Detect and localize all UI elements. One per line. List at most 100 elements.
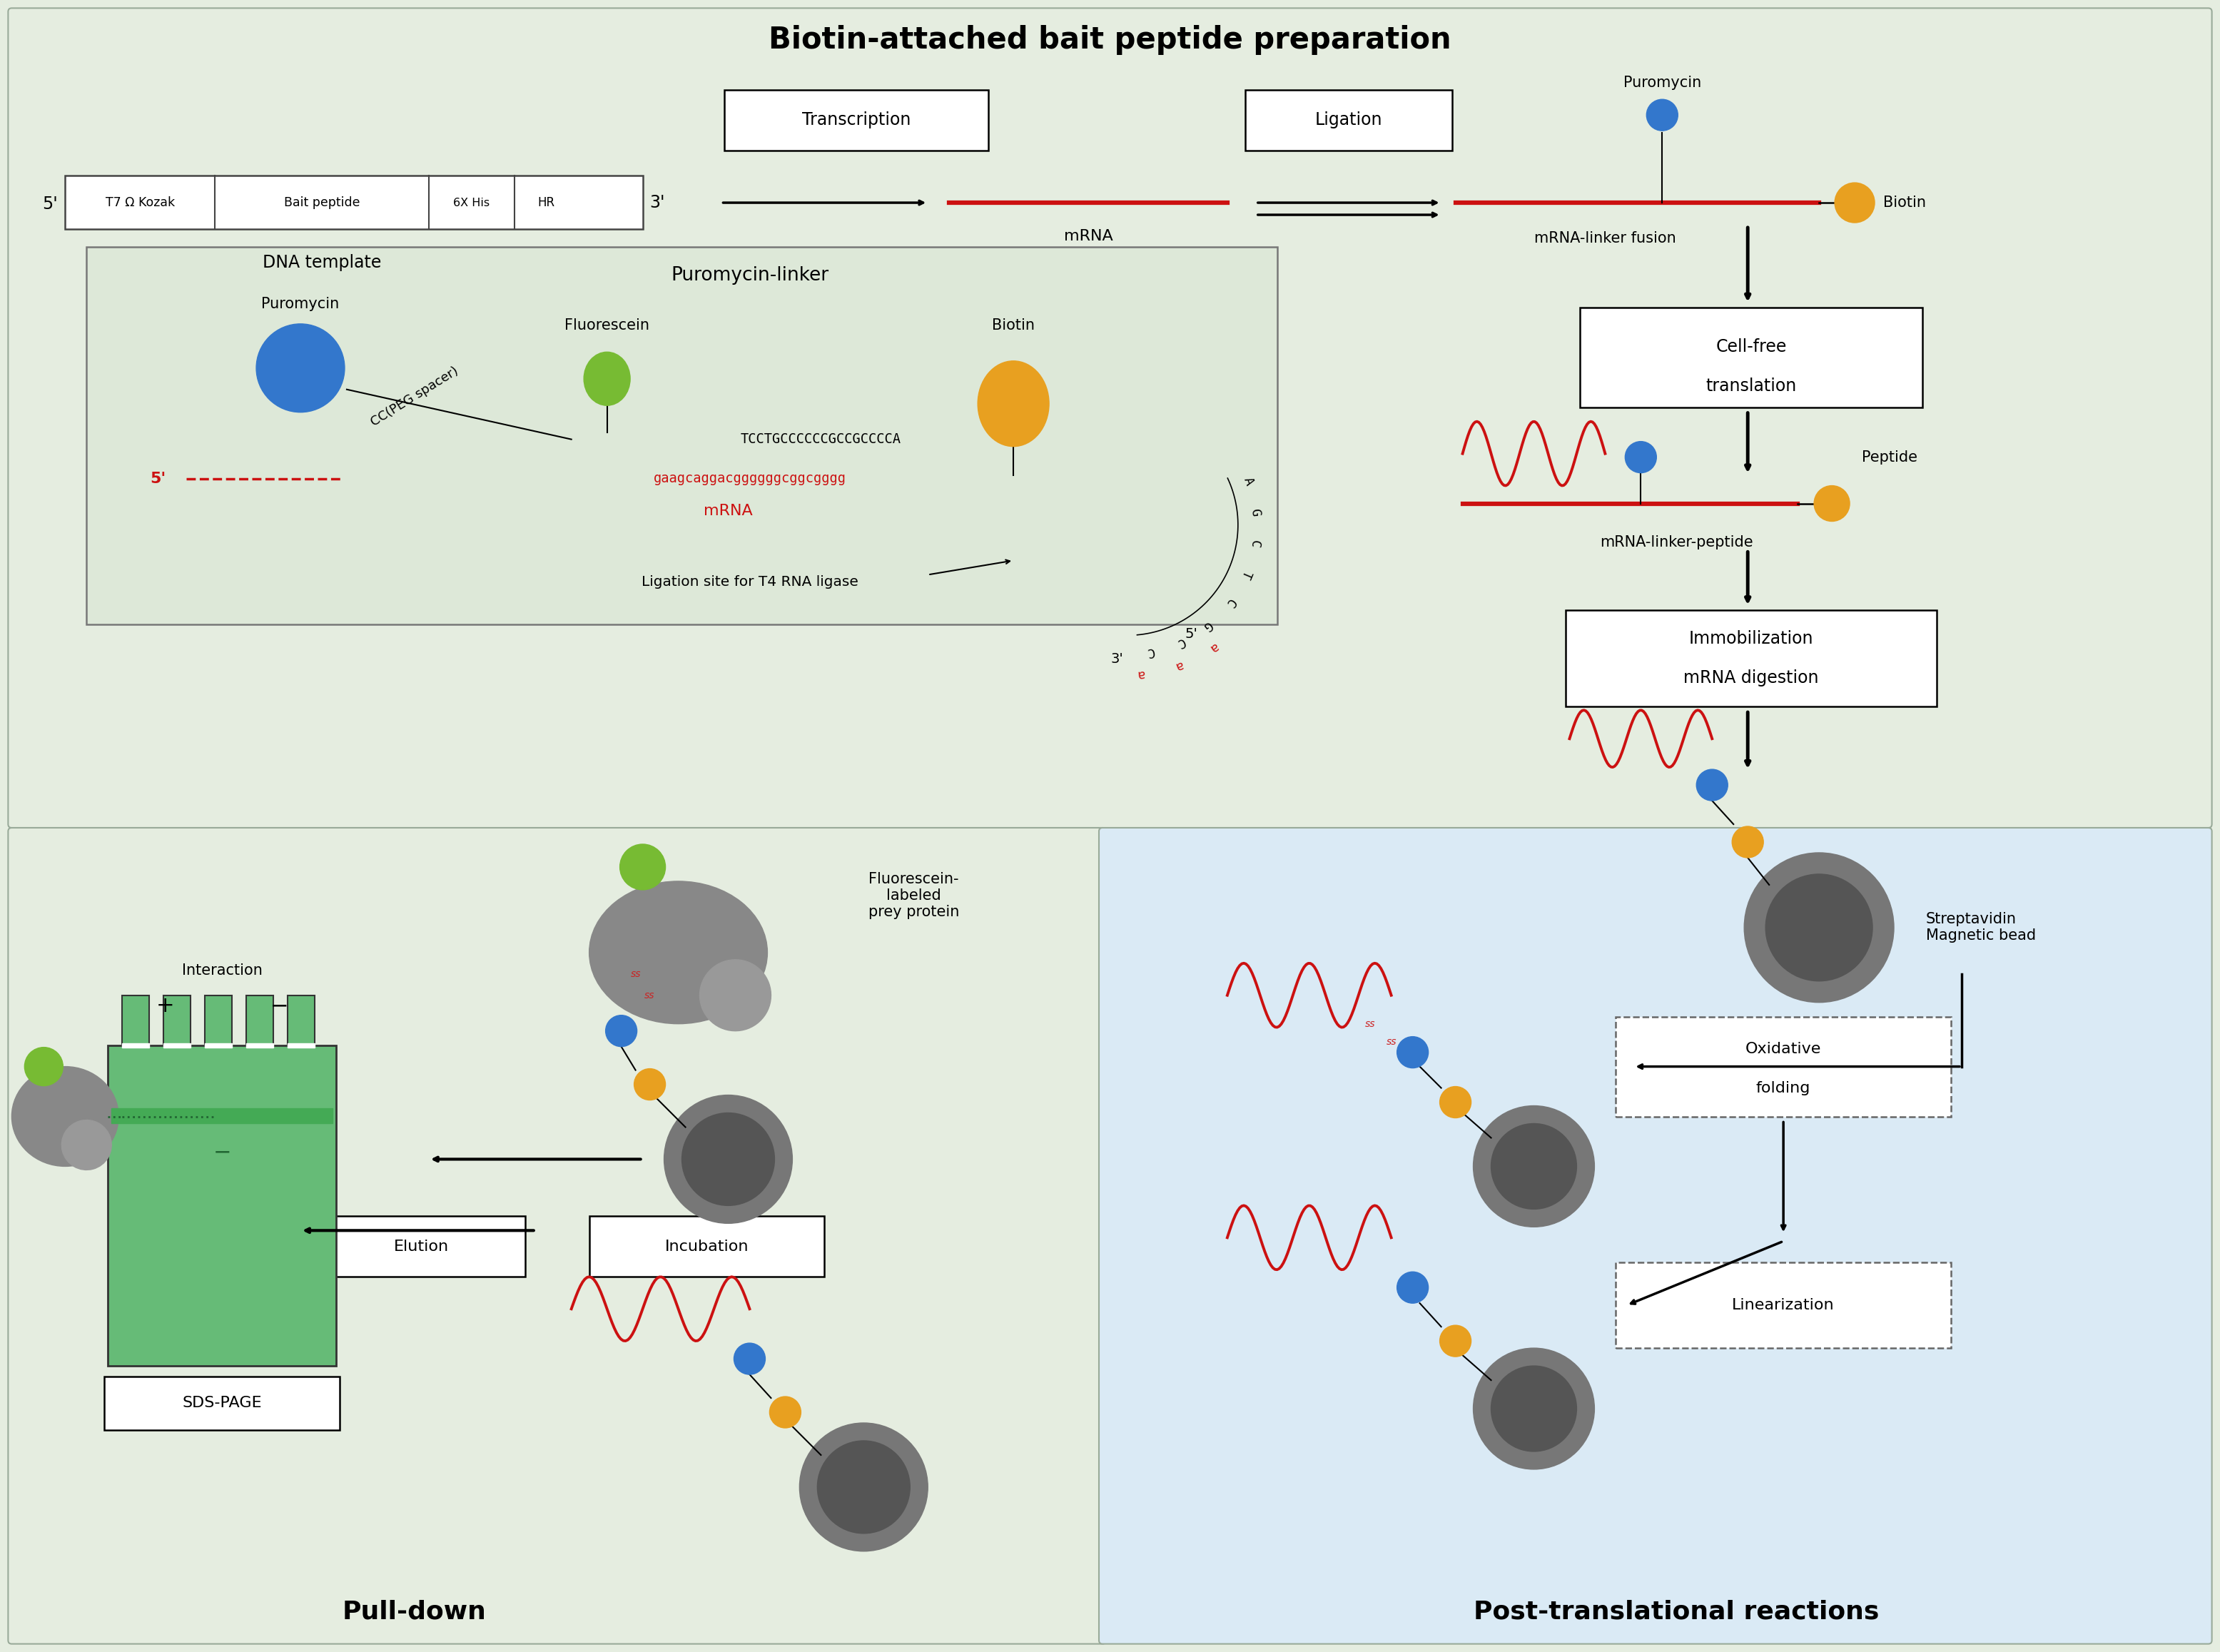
Text: −: − — [213, 1142, 231, 1163]
Text: G: G — [1248, 507, 1261, 517]
Text: Linearization: Linearization — [1732, 1298, 1834, 1312]
Text: A: A — [1241, 476, 1257, 487]
Text: Biotin: Biotin — [1883, 195, 1927, 210]
Text: C: C — [1146, 644, 1154, 657]
Text: T7 Ω Kozak: T7 Ω Kozak — [104, 197, 175, 210]
Polygon shape — [1103, 753, 1248, 824]
Bar — [122, 1042, 149, 1047]
Text: Puromycin-linker: Puromycin-linker — [670, 266, 828, 284]
Ellipse shape — [1474, 1105, 1594, 1227]
Text: Post-translational reactions: Post-translational reactions — [1474, 1599, 1880, 1624]
Text: Transcription: Transcription — [801, 111, 910, 129]
Ellipse shape — [62, 1120, 111, 1170]
Ellipse shape — [977, 360, 1050, 446]
Ellipse shape — [588, 881, 768, 1024]
Text: Ligation site for T4 RNA ligase: Ligation site for T4 RNA ligase — [642, 575, 857, 588]
FancyBboxPatch shape — [246, 995, 273, 1046]
Text: DNA template: DNA template — [262, 254, 382, 271]
Circle shape — [635, 1069, 666, 1100]
Text: ss: ss — [630, 970, 642, 980]
Text: folding: folding — [1756, 1080, 1812, 1095]
Text: ss: ss — [644, 990, 655, 999]
Text: Immobilization: Immobilization — [1689, 631, 1814, 648]
Circle shape — [1396, 1036, 1427, 1067]
Text: 3': 3' — [1110, 653, 1123, 666]
Ellipse shape — [1492, 1366, 1576, 1452]
Ellipse shape — [817, 1441, 910, 1533]
FancyBboxPatch shape — [1616, 1016, 1951, 1117]
Text: C: C — [1174, 634, 1185, 649]
Text: Puromycin: Puromycin — [262, 297, 340, 311]
Text: Streptavidin
Magnetic bead: Streptavidin Magnetic bead — [1927, 912, 2036, 943]
Text: 5': 5' — [1185, 628, 1199, 641]
Text: 5': 5' — [42, 195, 58, 213]
Text: 6X His: 6X His — [453, 197, 491, 208]
Text: TCCTGCCCCCCGCCGCCCCA: TCCTGCCCCCCGCCGCCCCA — [741, 433, 901, 446]
Text: Bait peptide: Bait peptide — [284, 197, 360, 210]
Bar — [204, 1042, 233, 1047]
FancyBboxPatch shape — [1581, 307, 1923, 408]
Text: mRNA-linker fusion: mRNA-linker fusion — [1534, 231, 1676, 246]
FancyBboxPatch shape — [724, 91, 988, 150]
Circle shape — [1696, 770, 1727, 801]
Text: SDS-PAGE: SDS-PAGE — [182, 1396, 262, 1411]
Text: Incubation: Incubation — [666, 1239, 748, 1254]
Text: 5': 5' — [151, 471, 166, 486]
Ellipse shape — [584, 352, 630, 405]
FancyBboxPatch shape — [164, 995, 191, 1046]
Text: C: C — [1223, 595, 1237, 610]
Text: Biotin-attached bait peptide preparation: Biotin-attached bait peptide preparation — [768, 25, 1452, 55]
Text: a: a — [1205, 639, 1221, 654]
Circle shape — [1396, 1272, 1427, 1303]
Circle shape — [735, 1343, 766, 1374]
Ellipse shape — [1765, 874, 1871, 981]
Text: Biotin: Biotin — [992, 319, 1035, 332]
Text: T: T — [1239, 568, 1252, 582]
Bar — [111, 1108, 333, 1123]
Bar — [246, 1042, 273, 1047]
Text: gaagcaggacggggggcggcgggg: gaagcaggacggggggcggcgggg — [653, 472, 846, 486]
Circle shape — [1732, 826, 1763, 857]
FancyBboxPatch shape — [1099, 828, 2211, 1644]
FancyBboxPatch shape — [204, 995, 233, 1046]
FancyBboxPatch shape — [122, 995, 149, 1046]
Text: 3': 3' — [650, 195, 666, 211]
Text: +: + — [155, 996, 173, 1016]
Circle shape — [606, 1016, 637, 1047]
Text: C: C — [1248, 539, 1261, 548]
Text: a: a — [1172, 657, 1185, 672]
Circle shape — [770, 1396, 801, 1427]
Ellipse shape — [799, 1422, 928, 1551]
Text: Oxidative: Oxidative — [1745, 1042, 1820, 1056]
Text: Fluorescein: Fluorescein — [564, 319, 650, 332]
FancyBboxPatch shape — [588, 1216, 824, 1277]
Text: Peptide: Peptide — [1863, 449, 1918, 464]
Text: a: a — [1137, 667, 1146, 681]
Text: ss: ss — [1385, 1036, 1396, 1047]
Text: mRNA: mRNA — [704, 504, 753, 517]
Text: ss: ss — [1365, 1019, 1374, 1029]
FancyBboxPatch shape — [64, 175, 642, 230]
Text: Pull-down: Pull-down — [342, 1599, 486, 1624]
Circle shape — [1441, 1087, 1472, 1118]
FancyBboxPatch shape — [317, 1216, 524, 1277]
Ellipse shape — [699, 960, 770, 1031]
Ellipse shape — [1492, 1123, 1576, 1209]
Text: Ligation: Ligation — [1314, 111, 1383, 129]
FancyBboxPatch shape — [87, 246, 1276, 624]
Ellipse shape — [1745, 852, 1894, 1003]
Ellipse shape — [682, 1113, 775, 1206]
FancyBboxPatch shape — [289, 995, 315, 1046]
Text: mRNA digestion: mRNA digestion — [1683, 669, 1818, 687]
FancyBboxPatch shape — [1616, 1262, 1951, 1348]
Text: CC(PEG spacer): CC(PEG spacer) — [369, 365, 462, 430]
Circle shape — [1834, 183, 1874, 223]
Ellipse shape — [1474, 1348, 1594, 1469]
Circle shape — [255, 324, 344, 413]
Circle shape — [1441, 1325, 1472, 1356]
Text: G: G — [1201, 618, 1214, 633]
FancyBboxPatch shape — [9, 828, 1106, 1644]
Text: −: − — [271, 996, 289, 1016]
FancyBboxPatch shape — [1565, 610, 1936, 707]
FancyBboxPatch shape — [9, 8, 2211, 828]
